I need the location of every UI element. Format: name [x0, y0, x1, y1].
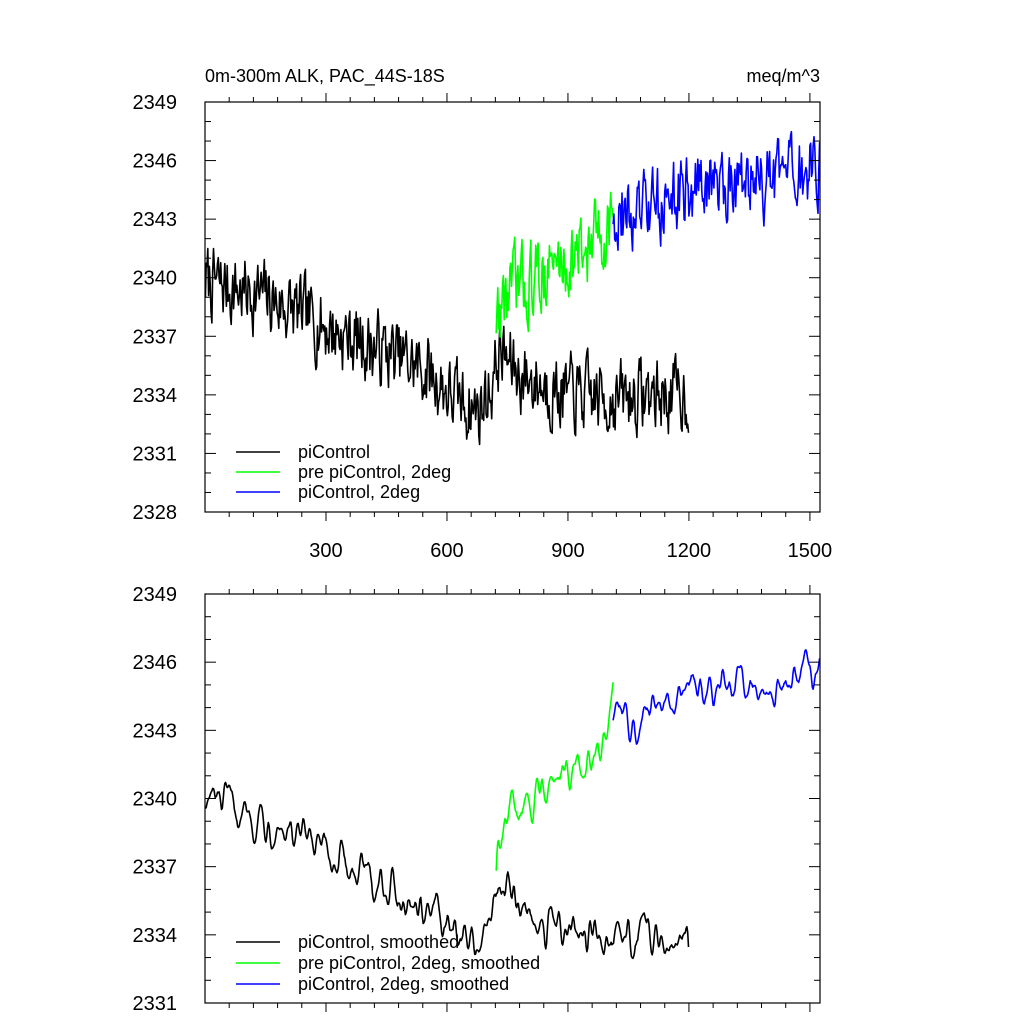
y-tick-label: 2340: [133, 268, 178, 290]
legend-label: pre piControl, 2deg, smoothed: [298, 953, 540, 973]
series-line-picontrol-smoothed: [204, 781, 690, 960]
y-tick-label: 2343: [133, 720, 178, 742]
legend-label: piControl, 2deg: [298, 482, 420, 502]
legend-label: piControl: [298, 442, 370, 462]
y-tick-label: 2340: [133, 789, 178, 811]
chart-title: 0m-300m ALK, PAC_44S-18S: [205, 66, 445, 87]
x-tick-label: 900: [551, 540, 584, 562]
y-tick-label: 2349: [133, 92, 178, 114]
series-line-picontrol-2deg: [612, 130, 821, 252]
series-line-pre-picontrol-2deg-smoothed: [495, 682, 614, 871]
legend-label: piControl, smoothed: [298, 932, 459, 952]
plot-frame: [204, 101, 821, 513]
series-line-picontrol: [204, 247, 690, 446]
y-tick-label: 2334: [133, 385, 178, 407]
y-tick-label: 2331: [133, 993, 178, 1015]
bottom-panel: 2331 2334 2337 2340 2343 2346 2349 piControl, s…: [133, 584, 821, 1015]
y-tick-label: 2337: [133, 857, 178, 879]
y-tick-label: 2331: [133, 443, 178, 465]
top-panel: 0m-300m ALK, PAC_44S-18S meq/m^3 300 600 9…: [133, 66, 833, 562]
y-tick-label: 2349: [133, 584, 178, 606]
series-line-pre-picontrol-2deg: [495, 191, 614, 338]
y-tick-label: 2334: [133, 925, 178, 947]
x-tick-label: 600: [430, 540, 463, 562]
units-label: meq/m^3: [747, 66, 820, 86]
y-tick-label: 2337: [133, 326, 178, 348]
y-tick-label: 2346: [133, 151, 178, 173]
y-tick-label: 2328: [133, 502, 178, 524]
x-tick-label: 1500: [788, 540, 833, 562]
legend-label: piControl, 2deg, smoothed: [298, 974, 509, 994]
x-tick-label: 300: [309, 540, 342, 562]
y-tick-label: 2343: [133, 209, 178, 231]
legend-label: pre piControl, 2deg: [298, 462, 451, 482]
series-line-picontrol-2deg-smoothed: [612, 649, 821, 745]
y-tick-label: 2346: [133, 652, 178, 674]
x-tick-label: 1200: [667, 540, 712, 562]
